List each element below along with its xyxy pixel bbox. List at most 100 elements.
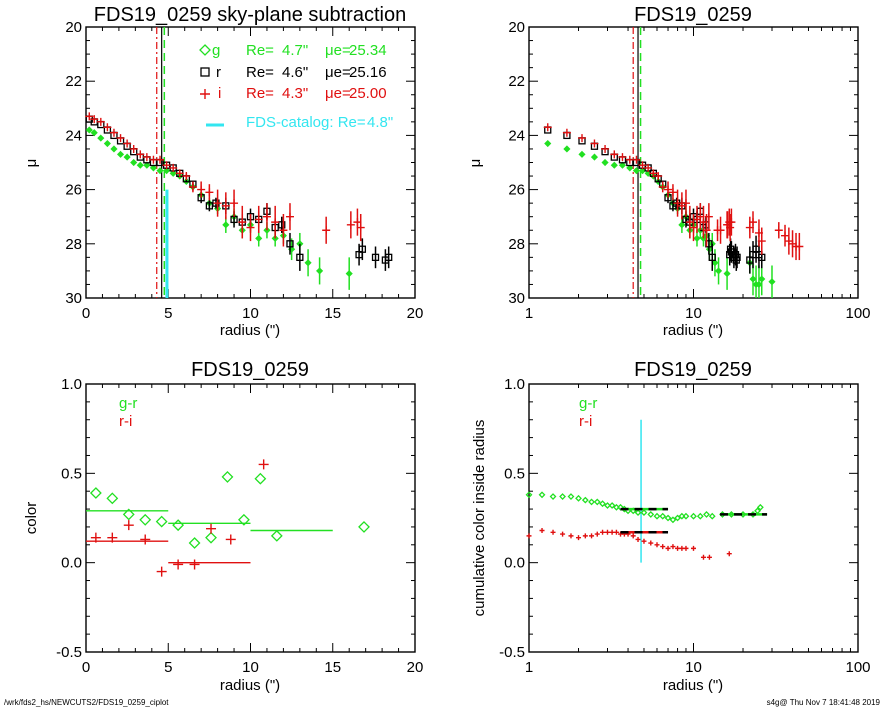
point-g-r — [599, 500, 606, 508]
x-tick-label: 0 — [82, 659, 90, 676]
point-i — [689, 223, 698, 232]
point-r-i — [589, 533, 595, 539]
y-tick-label: 24 — [65, 127, 82, 144]
point-g-r — [106, 492, 119, 505]
point-i — [129, 144, 138, 153]
legend-r-mu-label: μe= — [325, 64, 351, 81]
legend-r-band: r — [216, 64, 221, 81]
point-g — [723, 270, 731, 278]
panel4-legend-ri: r-i — [579, 413, 592, 430]
point-g — [563, 145, 571, 153]
point-i — [673, 199, 682, 208]
point-i — [346, 220, 355, 229]
point-g-r — [172, 519, 185, 532]
point-i — [795, 242, 804, 251]
point-i — [90, 115, 99, 124]
point-i — [169, 163, 178, 172]
point-i — [246, 223, 255, 232]
point-g-r — [588, 498, 595, 506]
point-g — [590, 153, 599, 161]
point-g-r — [593, 498, 601, 506]
x-tick-label: 20 — [407, 305, 424, 322]
point-g — [618, 161, 627, 169]
legend-i-re: 4.3" — [282, 85, 308, 102]
point-i — [562, 128, 571, 137]
panel2-frame — [528, 26, 859, 299]
point-r-i — [576, 535, 582, 541]
y-tick-label: -0.5 — [499, 644, 525, 661]
y-tick-label: 28 — [65, 236, 82, 253]
point-g-r — [674, 514, 681, 522]
point-i — [356, 223, 365, 232]
point-g — [693, 234, 701, 242]
point-g-r — [205, 531, 217, 544]
point-g — [758, 275, 766, 283]
point-i — [685, 218, 694, 227]
legend-catalog-re: 4.8" — [367, 114, 393, 131]
legend-g-re: 4.7" — [282, 42, 308, 59]
x-tick-label: 5 — [164, 305, 172, 322]
point-i — [262, 212, 271, 221]
point-i — [85, 112, 94, 121]
point-r-i — [560, 531, 566, 537]
panel4-legend-gr: g-r — [579, 395, 597, 412]
point-g-r — [690, 512, 697, 520]
point-g-r — [538, 491, 546, 499]
point-g-r — [238, 513, 250, 526]
panel3-title: FDS19_0259 — [191, 359, 309, 381]
panel4-data — [525, 419, 768, 563]
point-r-i — [173, 559, 184, 570]
point-r-i — [539, 528, 545, 534]
point-r-i — [675, 545, 681, 551]
point-r-i — [140, 534, 151, 545]
point-g-r — [604, 502, 611, 509]
point-r-i — [123, 520, 134, 531]
point-r — [385, 253, 393, 262]
point-g — [544, 139, 552, 148]
x-tick-label: 10 — [685, 659, 702, 676]
point-i — [322, 226, 331, 235]
point-r-i — [700, 554, 706, 560]
panel2-title: FDS19_0259 — [634, 4, 752, 26]
point-r-i — [635, 536, 641, 542]
point-i — [727, 218, 736, 227]
panel2-xlabel: radius (") — [663, 322, 723, 339]
point-i — [238, 218, 247, 227]
x-tick-label: 10 — [685, 305, 702, 322]
point-i — [103, 123, 112, 132]
x-tick-label: 10 — [242, 305, 259, 322]
point-i — [279, 226, 288, 235]
point-g-r — [575, 494, 582, 502]
legend-catalog-label: FDS-catalog: Re= — [246, 114, 366, 131]
point-r — [371, 253, 380, 262]
point-r-i — [641, 538, 647, 544]
point-r-i — [630, 533, 636, 539]
point-g — [90, 129, 98, 137]
point-g-r — [659, 512, 667, 520]
point-g — [578, 150, 586, 158]
point-r-i — [609, 529, 615, 535]
y-tick-label: 26 — [65, 182, 82, 199]
x-tick-label: 15 — [324, 305, 341, 322]
point-i — [142, 153, 151, 162]
point-g-r — [703, 511, 710, 518]
point-g — [222, 221, 230, 229]
point-g — [755, 280, 763, 289]
point-g-r — [708, 512, 716, 520]
point-g-r — [756, 503, 764, 511]
y-tick-label: 30 — [508, 290, 525, 307]
point-g — [610, 161, 618, 169]
y-tick-label: 20 — [508, 19, 525, 36]
panel2-data — [543, 27, 804, 298]
panel4-title: FDS19_0259 — [634, 359, 752, 381]
legend-g-symbol — [199, 44, 211, 56]
x-tick-label: 5 — [164, 659, 172, 676]
point-r-i — [107, 532, 118, 543]
legend-r-re-label: Re= — [246, 64, 274, 81]
point-r-i — [665, 545, 671, 551]
point-r-i — [660, 544, 666, 550]
point-i — [610, 150, 619, 159]
panel4-xlabel: radius (") — [663, 677, 723, 694]
